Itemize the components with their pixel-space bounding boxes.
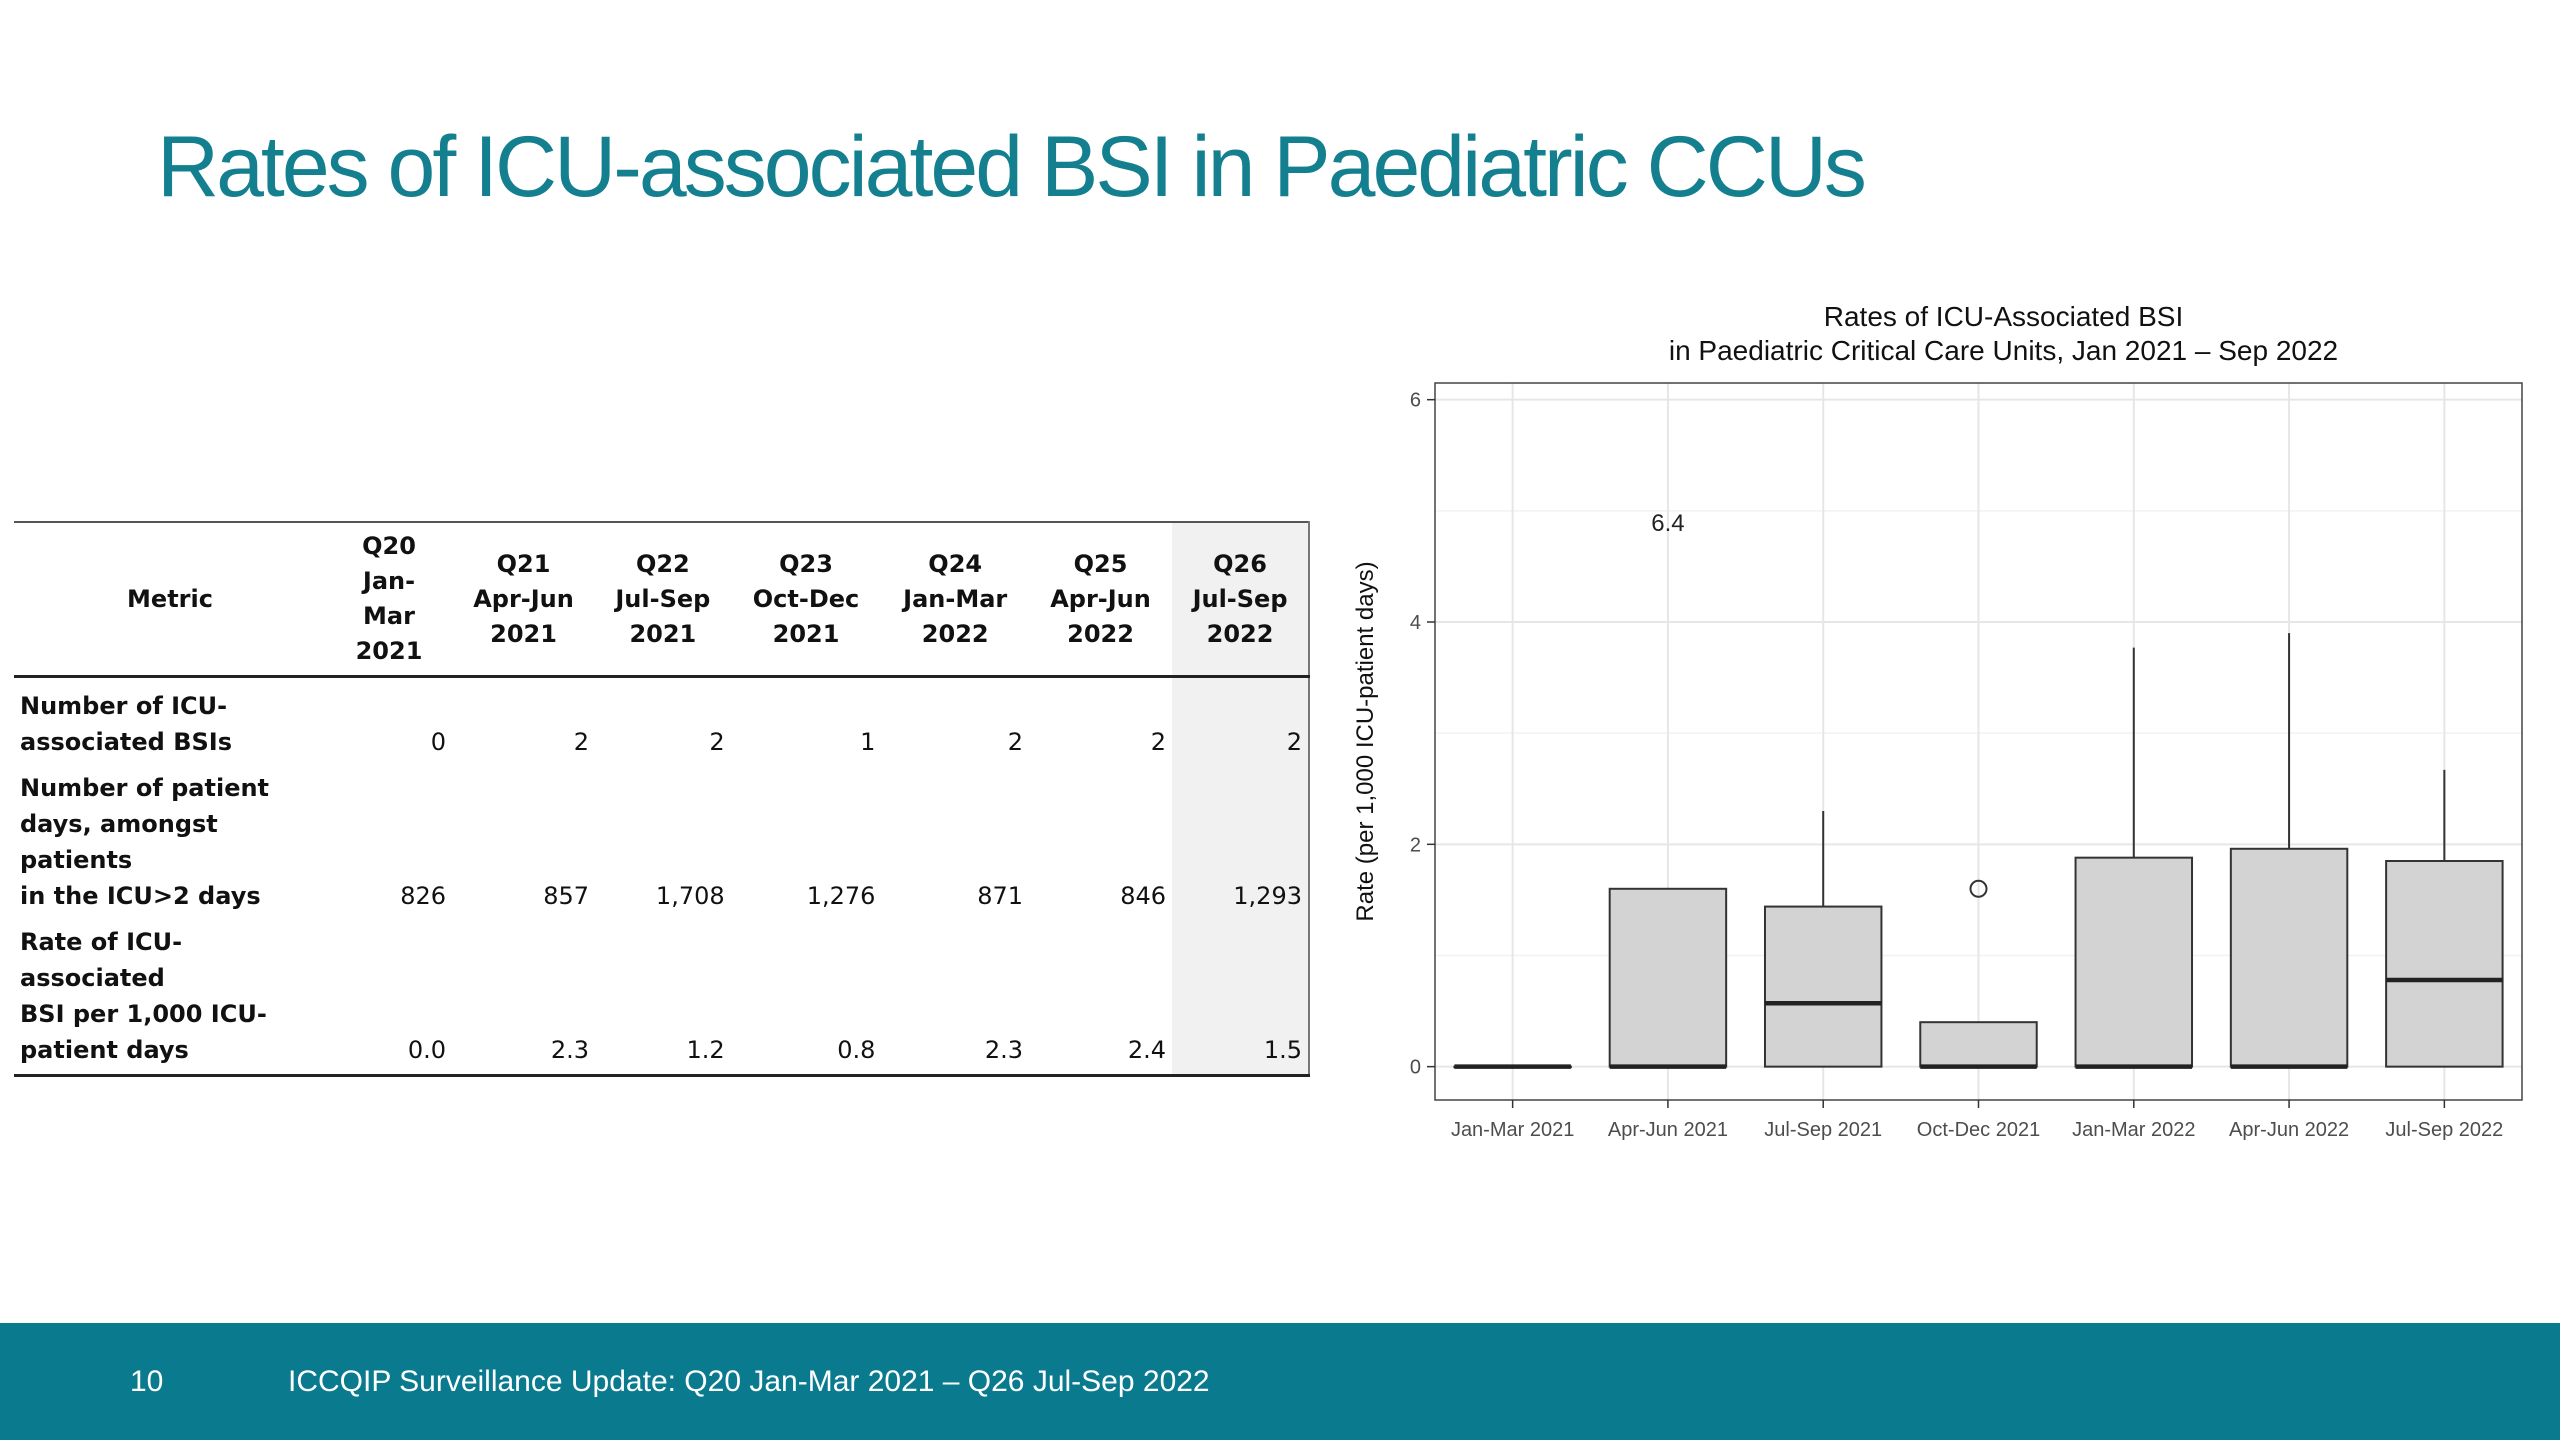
x-tick-label: Jul-Sep 2021 [1764, 1119, 1882, 1141]
column-header: Q22 Jul-Sep 2021 [595, 522, 731, 677]
row-label-line: Number of patient [20, 774, 270, 802]
column-header-line: Q26 [1213, 549, 1267, 578]
x-tick-label: Apr-Jun 2022 [2229, 1119, 2349, 1141]
row-label: Number of patient days, amongst patients i… [14, 766, 326, 920]
footer-bar: 10 ICCQIP Surveillance Update: Q20 Jan-M… [0, 1323, 2560, 1440]
box [1763, 905, 1883, 1068]
column-header-line: Oct-Dec [752, 584, 860, 613]
column-header-line: Jan- [362, 567, 416, 595]
table-cell: 1 [860, 728, 876, 756]
column-header: Q23 Oct-Dec 2021 [731, 522, 882, 677]
box [1608, 887, 1728, 1068]
metric-header: Metric [127, 584, 213, 613]
metrics-table: Metric Q20 Jan- Mar 2021 Q21 Apr-Jun 2021 Q22… [14, 521, 1310, 1077]
page-number: 10 [130, 1365, 164, 1398]
column-header-line: 2022 [1067, 619, 1134, 648]
x-tick-label: Jul-Sep 2022 [2385, 1119, 2503, 1141]
row-label-line: Rate of ICU-associated [20, 928, 183, 992]
column-header: Q21 Apr-Jun 2021 [452, 522, 595, 677]
table-cell: 2 [1172, 676, 1310, 766]
box [2385, 860, 2504, 1068]
slide-title: Rates of ICU-associated BSI in Paediatri… [157, 119, 1867, 215]
row-label-line: in the ICU>2 days [20, 882, 261, 910]
column-header-line: Apr-Jun [1050, 584, 1151, 613]
x-tick-label: Jan-Mar 2021 [1451, 1119, 1574, 1141]
column-header-line: 2021 [629, 619, 697, 648]
annotation-label: 6.4 [1651, 510, 1684, 537]
chart-title: Rates of ICU-Associated BSI [1824, 301, 2183, 332]
table-cell: 2.4 [1127, 1036, 1167, 1064]
row-label-line: patient days [20, 1036, 189, 1064]
table-cell: 857 [543, 882, 590, 910]
row-label: Rate of ICU-associated BSI per 1,000 ICU-… [14, 920, 326, 1076]
column-header-line: Q24 [928, 549, 983, 578]
table-cell: 0.8 [837, 1036, 876, 1064]
table-cell: 1,708 [655, 882, 725, 910]
column-header-line: Jul-Sep [1192, 584, 1288, 613]
table-cell: 2 [1007, 728, 1023, 756]
table-cell: 1,293 [1172, 766, 1310, 920]
column-header-line: 2022 [1206, 619, 1274, 648]
chart-title: in Paediatric Critical Care Units, Jan 2… [1669, 335, 2338, 366]
column-header-line: Q22 [635, 549, 690, 578]
box [2229, 847, 2349, 1068]
box [1919, 1021, 2038, 1068]
column-header: Q25 Apr-Jun 2022 [1029, 522, 1172, 677]
column-header-line: Jan-Mar [903, 584, 1008, 613]
table-cell: 2 [573, 728, 590, 756]
column-header-line: Q25 [1073, 549, 1128, 578]
table-cell: 1.2 [686, 1036, 725, 1064]
table-cell: 0.0 [407, 1036, 446, 1064]
row-label: Number of ICU-associated BSIs [14, 677, 326, 767]
table-cell: 871 [977, 882, 1023, 910]
row-label-line: days, amongst patients [20, 810, 218, 874]
column-header-line: Mar [363, 602, 415, 630]
table-cell: 2 [1150, 728, 1167, 756]
outlier-point [1969, 879, 1988, 898]
column-header-line: Jul-Sep [615, 584, 711, 613]
row-label-line: Number of ICU- [20, 692, 228, 720]
table-cell: 1.5 [1172, 920, 1310, 1076]
x-tick-label: Jan-Mar 2022 [2072, 1119, 2195, 1141]
column-header-line: 2021 [355, 637, 423, 665]
table-cell: 0 [430, 728, 446, 756]
column-header-line: 2022 [921, 619, 989, 648]
table-row: Number of ICU-associated BSIs 0 2 2 1 2 2 2 [14, 676, 1310, 767]
table-cell: 2.3 [984, 1036, 1023, 1064]
column-header-line: Q20 [362, 532, 416, 560]
y-tick-label: 4 [1410, 612, 1421, 634]
column-header-line: 2021 [490, 619, 557, 648]
footer-text: ICCQIP Surveillance Update: Q20 Jan-Mar … [288, 1365, 1210, 1398]
table-cell: 1,276 [806, 882, 876, 910]
y-axis-label: Rate (per 1,000 ICU-patient days) [1352, 561, 1379, 921]
column-header: Q24 Jan-Mar 2022 [881, 522, 1029, 677]
column-header-line: Q23 [779, 549, 833, 578]
y-tick-label: 0 [1410, 1057, 1421, 1079]
x-tick-label: Apr-Jun 2021 [1608, 1119, 1728, 1141]
x-tick-label: Oct-Dec 2021 [1917, 1119, 2040, 1141]
y-tick-label: 2 [1410, 834, 1421, 856]
column-header-line: Apr-Jun [473, 584, 574, 613]
table-row: Number of patient days, amongst patients i… [14, 766, 1310, 920]
table-cell: 2.3 [550, 1036, 590, 1064]
table-row: Rate of ICU-associated BSI per 1,000 ICU-… [14, 920, 1310, 1076]
table-cell: 2 [709, 728, 725, 756]
y-tick-label: 6 [1410, 390, 1421, 412]
column-header-line: Q21 [496, 549, 551, 578]
row-label-line: BSI per 1,000 ICU- [20, 1000, 267, 1028]
column-header-line: 2021 [772, 619, 840, 648]
column-header: Q26 Jul-Sep 2022 [1172, 522, 1310, 677]
table-header-row: Metric Q20 Jan- Mar 2021 Q21 Apr-Jun 2021 Q22… [14, 522, 1310, 677]
table-cell: 846 [1120, 882, 1167, 910]
box [2074, 856, 2194, 1068]
row-label-line: associated BSIs [20, 728, 232, 756]
column-header: Q20 Jan- Mar 2021 [326, 522, 452, 677]
table-cell: 826 [400, 882, 446, 910]
